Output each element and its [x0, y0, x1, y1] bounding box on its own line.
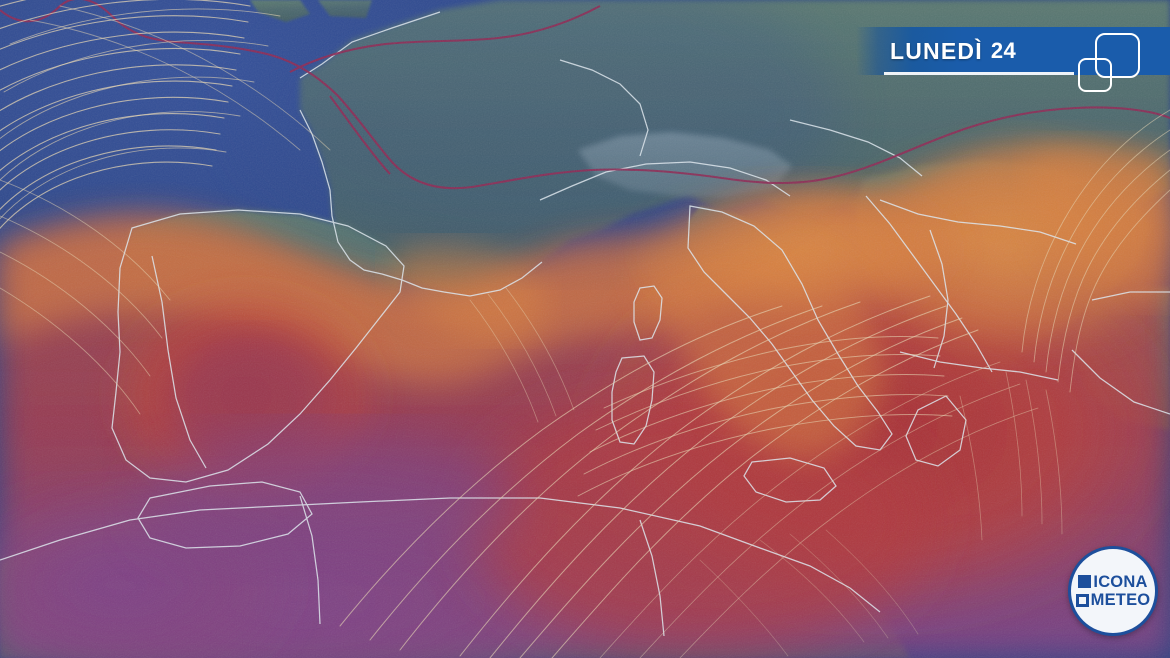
banner-weekday-label: LUNEDÌ [890, 37, 983, 64]
rounded-square-filled-icon [1095, 33, 1140, 78]
brand-logo-line-1: ICONA [1078, 572, 1148, 591]
banner-day-number: 24 [990, 38, 1017, 63]
brand-text-meteo: METEO [1090, 591, 1151, 609]
brand-block-i-icon [1078, 575, 1092, 589]
brand-logo-line-2: METEO [1075, 591, 1151, 609]
brand-block-m-icon [1075, 593, 1089, 607]
brand-logo[interactable]: ICONA METEO [1068, 546, 1158, 636]
banner-underline-rule [884, 72, 1074, 75]
rounded-square-outline-icon [1078, 58, 1112, 92]
brand-text-icona: ICONA [1093, 572, 1148, 591]
banner-squares-icon [1078, 33, 1140, 95]
